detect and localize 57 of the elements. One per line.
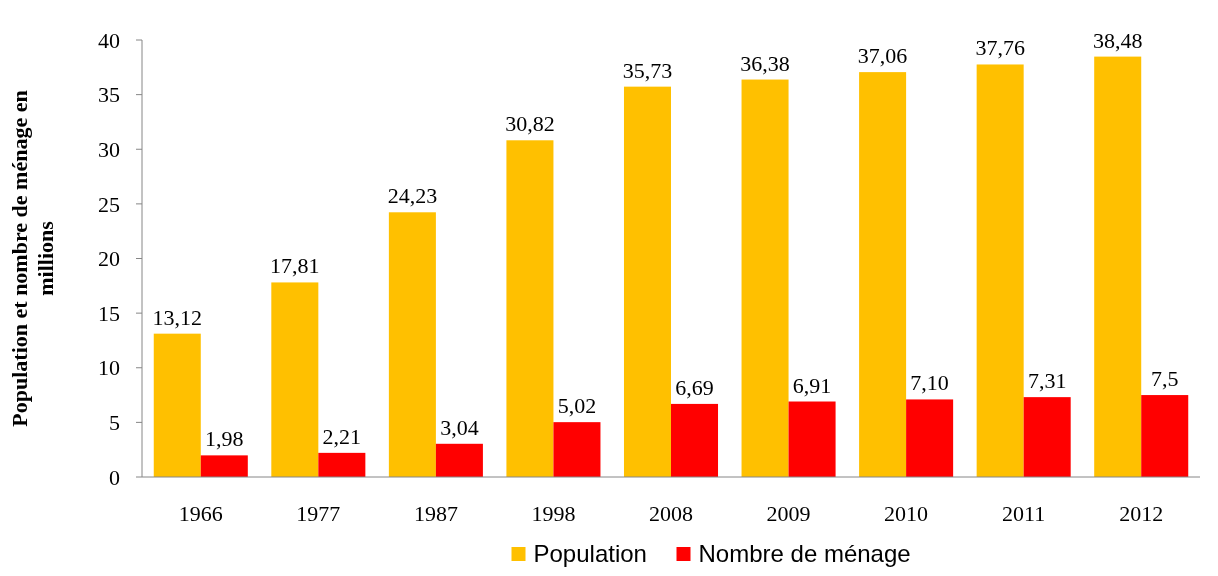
bar (788, 401, 836, 477)
data-label: 3,04 (440, 414, 479, 440)
y-tick-label: 10 (98, 355, 120, 381)
data-label: 35,73 (622, 57, 673, 83)
data-label: 30,82 (505, 111, 555, 137)
bar (671, 403, 719, 477)
bar (318, 452, 366, 477)
bar (388, 212, 436, 477)
y-tick-label: 20 (98, 246, 120, 272)
data-label: 1,98 (205, 426, 244, 452)
bar (435, 443, 483, 477)
x-tick-label: 2010 (884, 501, 929, 526)
y-tick-label: 25 (98, 191, 120, 217)
bar (271, 282, 319, 477)
legend-label: Population (533, 540, 647, 567)
y-tick-label: 35 (98, 82, 120, 108)
data-label: 36,38 (740, 50, 790, 76)
x-tick-label: 1987 (413, 501, 458, 526)
data-label: 38,48 (1092, 27, 1143, 53)
x-tick-label: 1998 (531, 501, 576, 526)
data-label: 24,23 (387, 183, 438, 209)
y-tick-label: 15 (98, 300, 120, 326)
y-axis-title: Population et nombre de ménage en millions (7, 90, 58, 427)
y-tick-label: 30 (98, 136, 120, 162)
x-tick-label: 1966 (178, 501, 223, 526)
data-label: 7,10 (910, 370, 949, 396)
x-tick-label: 2009 (766, 501, 811, 526)
bar (153, 333, 201, 477)
x-tick-label: 2011 (1002, 501, 1046, 526)
data-label: 13,12 (152, 304, 203, 330)
y-tick-label: 0 (109, 464, 120, 490)
bar (859, 72, 907, 477)
y-tick-label: 40 (98, 27, 120, 53)
data-label: 37,76 (975, 35, 1025, 61)
legend-label: Nombre de ménage (698, 540, 911, 567)
bar (1023, 397, 1071, 477)
bar (906, 399, 954, 477)
x-tick-label: 2012 (1119, 501, 1164, 526)
bar (1094, 56, 1142, 477)
y-tick-label: 5 (109, 410, 120, 436)
x-tick-label: 2008 (649, 501, 693, 526)
data-label: 7,5 (1150, 366, 1179, 392)
x-tick-label: 1977 (296, 501, 341, 526)
bar (623, 86, 671, 477)
data-label: 6,69 (675, 374, 714, 400)
data-label: 5,02 (557, 393, 597, 419)
data-label: 17,81 (270, 253, 320, 279)
bar (741, 79, 789, 477)
data-label: 7,31 (1027, 368, 1067, 394)
data-label: 6,91 (792, 372, 832, 398)
bar (553, 422, 601, 477)
data-label: 2,21 (322, 423, 362, 449)
bar (200, 455, 248, 477)
data-label: 37,06 (857, 43, 908, 69)
bar (976, 64, 1024, 477)
bar (506, 140, 554, 477)
bar (1141, 395, 1189, 477)
